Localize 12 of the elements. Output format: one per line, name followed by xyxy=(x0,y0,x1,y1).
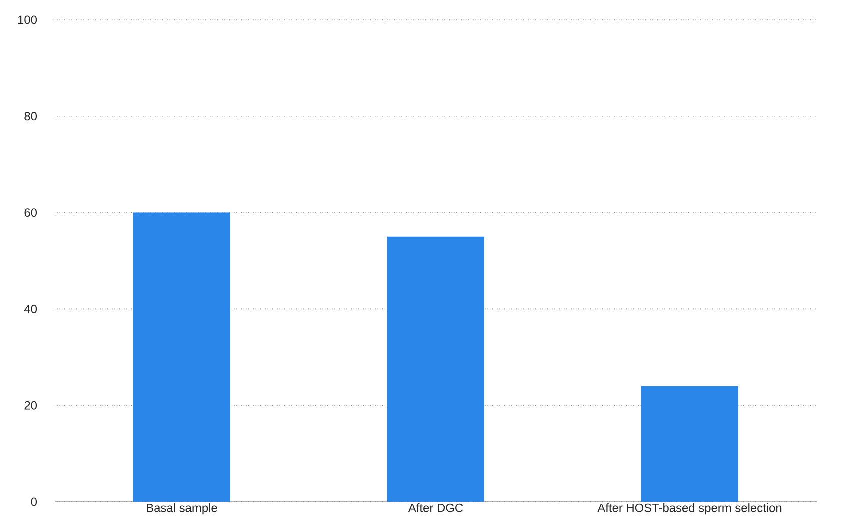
bar xyxy=(388,236,485,502)
x-tick-label: After HOST-based sperm selection xyxy=(598,504,782,515)
y-tick-label: 60 xyxy=(24,208,38,218)
bar xyxy=(642,386,739,502)
x-tick-label: After DGC xyxy=(408,504,464,512)
y-tick-label: 0 xyxy=(31,498,38,506)
y-tick-label: 100 xyxy=(18,16,38,24)
bar xyxy=(134,212,230,502)
y-tick-label: 20 xyxy=(24,401,38,410)
x-tick-label: Basal sample xyxy=(147,504,218,515)
y-tick-label: 80 xyxy=(24,112,38,121)
y-tick-label: 40 xyxy=(24,304,38,314)
